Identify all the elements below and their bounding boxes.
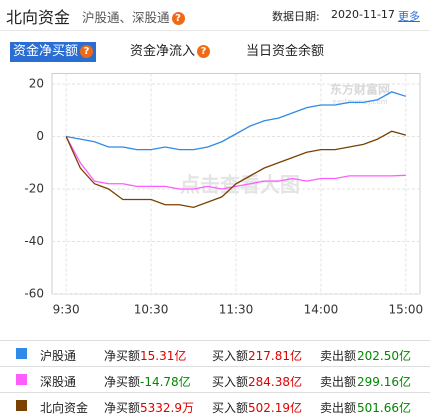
- subtitle-text: 沪股通、深股通: [82, 10, 170, 25]
- legend-swatch: [16, 374, 27, 385]
- table-cell: 卖出额: [320, 401, 357, 415]
- date-label: 数据日期:: [272, 10, 320, 23]
- table-cell: 卖出额: [320, 349, 357, 363]
- divider: [0, 30, 430, 31]
- tab-active[interactable]: 资金净买额?: [10, 42, 97, 62]
- y-tick-label: -60: [24, 287, 44, 301]
- subtitle: 沪股通、深股通?: [82, 7, 185, 26]
- y-tick-label: -20: [24, 182, 44, 196]
- row-name: 北向资金: [40, 401, 89, 415]
- title: 北向资金: [6, 8, 71, 27]
- table-cell: 买入额: [212, 349, 249, 363]
- x-tick-label: 10:30: [134, 303, 169, 317]
- table-cell: 买入额: [212, 375, 249, 389]
- table-cell: 202.50亿: [357, 349, 411, 363]
- table-cell: 买入额: [212, 401, 249, 415]
- table-row: 深股通 净买额 -14.78亿 买入额 284.38亿 卖出额 299.16亿: [0, 366, 430, 393]
- table-cell: 净买额: [104, 401, 141, 415]
- x-tick-label: 11:30: [219, 303, 254, 317]
- y-tick-label: 20: [29, 77, 44, 91]
- tab-label: 资金净流入: [130, 44, 196, 59]
- series-line: [65, 136, 406, 190]
- table-cell: 501.66亿: [357, 401, 411, 415]
- legend-swatch: [16, 400, 27, 411]
- summary-table: 沪股通 净买额 15.31亿 买入额 217.81亿 卖出额 202.50亿 深股通 净买额 -1…: [0, 340, 430, 418]
- y-tick-label: 0: [36, 129, 44, 143]
- help-icon[interactable]: ?: [80, 45, 94, 58]
- row-name: 深股通: [40, 375, 77, 389]
- tab[interactable]: 当日资金余额: [246, 44, 325, 59]
- row-name: 沪股通: [40, 349, 77, 363]
- x-tick-label: 9:30: [53, 303, 80, 317]
- table-row: 沪股通 净买额 15.31亿 买入额 217.81亿 卖出额 202.50亿: [0, 340, 430, 367]
- watermark: 点击查看大图: [180, 173, 300, 197]
- tab-label: 资金净买额: [13, 44, 79, 59]
- series-line: [66, 91, 407, 151]
- logo: 东方财富网: [330, 82, 390, 97]
- help-icon[interactable]: ?: [171, 12, 185, 25]
- table-row: 北向资金 净买额 5332.9万 买入额 502.19亿 卖出额 501.66亿: [0, 392, 430, 419]
- table-cell: 净买额: [104, 375, 141, 389]
- table-cell: 284.38亿: [248, 375, 302, 389]
- more-link[interactable]: 更多: [398, 10, 420, 23]
- table-cell: 502.19亿: [248, 401, 302, 415]
- table-cell: 净买额: [104, 349, 141, 363]
- x-tick-label: 14:00: [304, 303, 339, 317]
- legend-swatch: [16, 348, 27, 359]
- table-cell: 217.81亿: [248, 349, 302, 363]
- table-cell: 299.16亿: [357, 375, 411, 389]
- help-icon[interactable]: ?: [197, 45, 211, 58]
- table-cell: 5332.9万: [140, 401, 194, 415]
- chart: 点击查看大图 东方财富网 eastmoney.com 200-20-40-609…: [24, 73, 424, 317]
- y-tick-label: -40: [24, 234, 44, 248]
- series-line: [65, 130, 407, 209]
- table-cell: 卖出额: [320, 375, 357, 389]
- table-cell: 15.31亿: [140, 349, 187, 363]
- date: 2020-11-17: [331, 8, 395, 21]
- table-cell: -14.78亿: [140, 375, 191, 389]
- x-tick-label: 15:00: [389, 303, 424, 317]
- tab[interactable]: 资金净流入?: [130, 42, 211, 62]
